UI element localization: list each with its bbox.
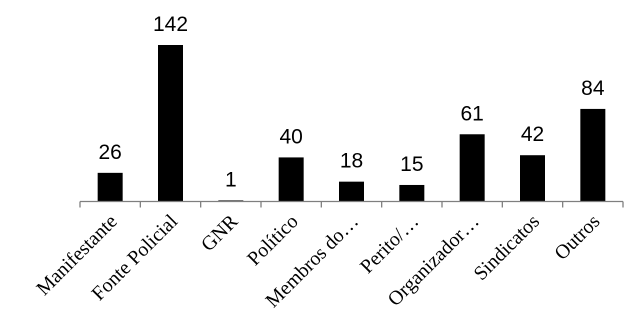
bar: [339, 181, 364, 202]
data-label: 26: [98, 141, 121, 164]
data-label: 42: [521, 123, 544, 146]
bar: [520, 155, 545, 202]
bar: [97, 172, 123, 202]
x-tick-label: Político: [243, 210, 303, 270]
value-labels-layer: 26 142 1 40 18 15 61 42 84: [98, 13, 604, 191]
bar: [399, 184, 425, 202]
bar: [580, 108, 606, 202]
bars-layer: [97, 45, 606, 202]
data-label: 1: [225, 168, 237, 191]
data-label: 84: [581, 77, 605, 100]
x-axis-ticks: [79, 201, 624, 208]
data-label: 15: [400, 153, 423, 176]
data-label: 142: [153, 13, 188, 36]
data-label: 18: [340, 150, 363, 173]
x-tick-label: GNR: [197, 210, 243, 256]
bar: [158, 45, 183, 202]
x-tick-label: Sindicatos: [470, 210, 545, 285]
data-label: 40: [279, 125, 302, 148]
data-label: 61: [460, 102, 483, 125]
bar: [459, 134, 485, 202]
x-tick-label: Outros: [550, 210, 604, 264]
bar: [278, 157, 304, 202]
